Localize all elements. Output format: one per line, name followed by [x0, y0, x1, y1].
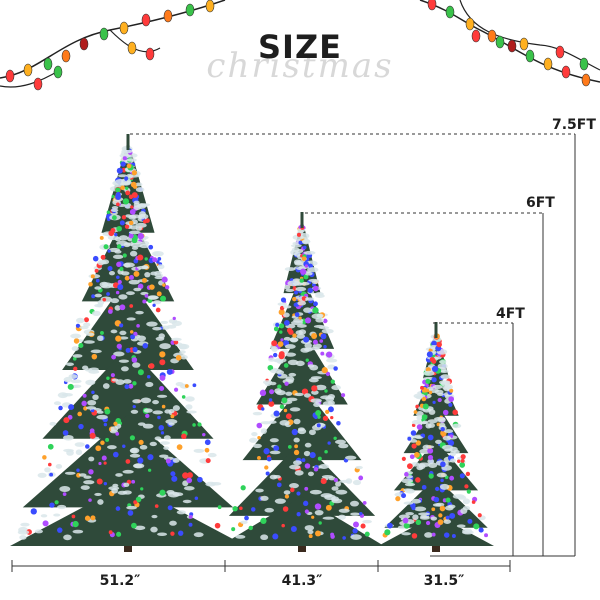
- height-label-large: 7.5FT: [552, 117, 596, 133]
- christmas-tree-small: [378, 322, 494, 552]
- width-label-small: 31.5″: [423, 573, 465, 589]
- height-label-small: 4FT: [496, 306, 525, 322]
- christmas-tree-large: [10, 134, 246, 552]
- height-label-medium: 6FT: [526, 195, 555, 211]
- christmas-watermark: christmas: [206, 46, 394, 86]
- height-dimension-lines: [130, 133, 576, 557]
- width-label-medium: 41.3″: [281, 573, 323, 589]
- christmas-bulbs: [5, 0, 591, 91]
- page-title: SIZE: [257, 28, 342, 66]
- christmas-tree-medium: [220, 212, 384, 552]
- width-label-large: 51.2″: [99, 573, 141, 589]
- width-dimension-line: [11, 560, 511, 572]
